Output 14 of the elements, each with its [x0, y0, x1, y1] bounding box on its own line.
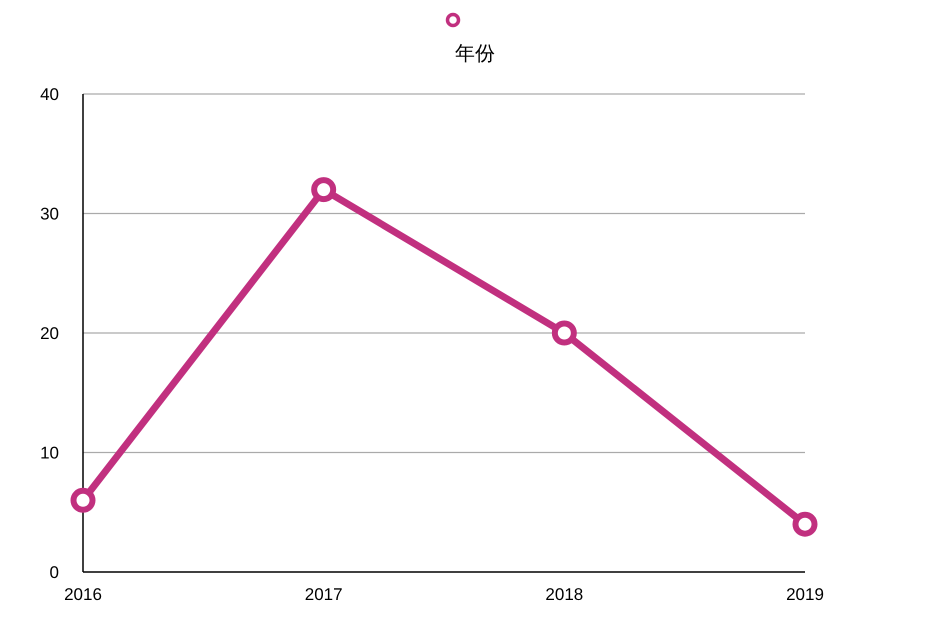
- x-tick-label: 2017: [304, 585, 343, 604]
- x-tick-label: 2018: [545, 585, 584, 604]
- y-tick-label: 40: [40, 85, 59, 104]
- point: [552, 320, 577, 346]
- y-tick-label: 0: [50, 563, 59, 582]
- legend-label: 年份: [455, 43, 495, 65]
- x-tick-label: 2016: [64, 585, 102, 604]
- y-tick-label: 20: [40, 324, 59, 343]
- y-tick-label: 10: [40, 444, 59, 462]
- y-tick-label: 30: [40, 204, 59, 224]
- x-tick-label: 2019: [786, 585, 824, 604]
- point: [70, 488, 96, 513]
- point: [792, 512, 818, 537]
- point: [311, 177, 336, 202]
